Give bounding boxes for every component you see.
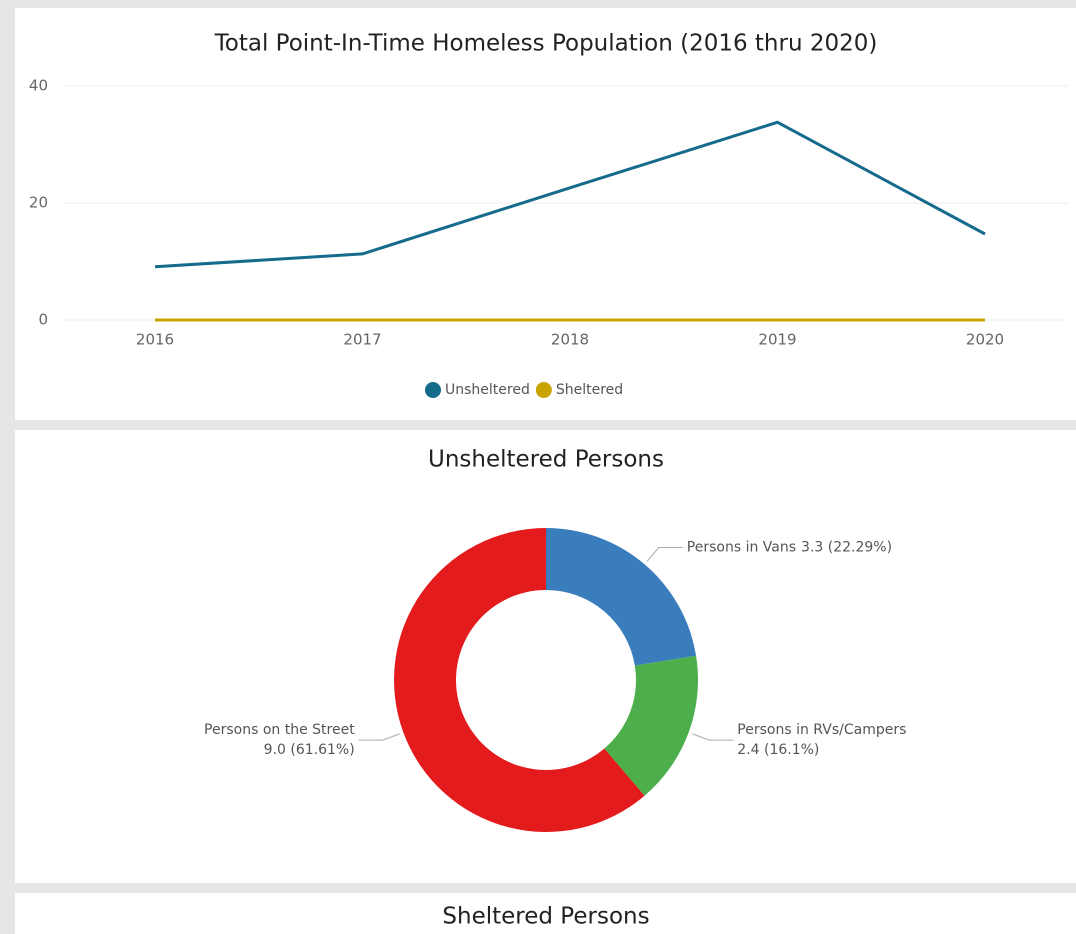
chart-title: Total Point-In-Time Homeless Population … xyxy=(214,31,878,57)
legend-label: Sheltered xyxy=(556,382,623,398)
leader-line xyxy=(358,733,400,741)
legend-marker xyxy=(535,382,552,398)
panel-line xyxy=(15,8,1076,420)
value-label: 9.0 (61.61%) xyxy=(264,742,355,758)
leader-line xyxy=(646,547,683,562)
y-tick-label: 0 xyxy=(38,311,48,329)
category-label: Persons in RVs/Campers xyxy=(737,722,906,738)
chart-title: Unsheltered Persons xyxy=(428,447,664,473)
donut-slice xyxy=(546,528,697,666)
value-label: 3.3 (22.29%) xyxy=(801,540,892,556)
x-tick-label: 2018 xyxy=(551,331,589,349)
y-tick-label: 40 xyxy=(29,77,48,95)
x-tick-label: 2019 xyxy=(758,331,796,349)
data-line xyxy=(154,120,986,269)
donut-slice xyxy=(394,528,645,832)
x-tick-label: 2017 xyxy=(343,331,381,349)
y-tick-label: 20 xyxy=(29,194,48,212)
category-label: Persons on the Street xyxy=(204,722,355,738)
x-tick-label: 2020 xyxy=(966,331,1004,349)
category-label: Persons in Vans xyxy=(687,540,796,556)
legend-label: Unsheltered xyxy=(445,382,530,398)
x-tick-label: 2016 xyxy=(136,331,174,349)
leader-line xyxy=(692,733,734,741)
data-label: Persons in Vans 3.3 (22.29%) xyxy=(687,540,892,556)
value-label: 2.4 (16.1%) xyxy=(737,742,819,758)
legend-marker xyxy=(425,382,441,398)
panel-title: Sheltered Persons xyxy=(442,904,649,930)
panel-sheltered xyxy=(15,893,1076,934)
donut-slice xyxy=(604,655,698,796)
